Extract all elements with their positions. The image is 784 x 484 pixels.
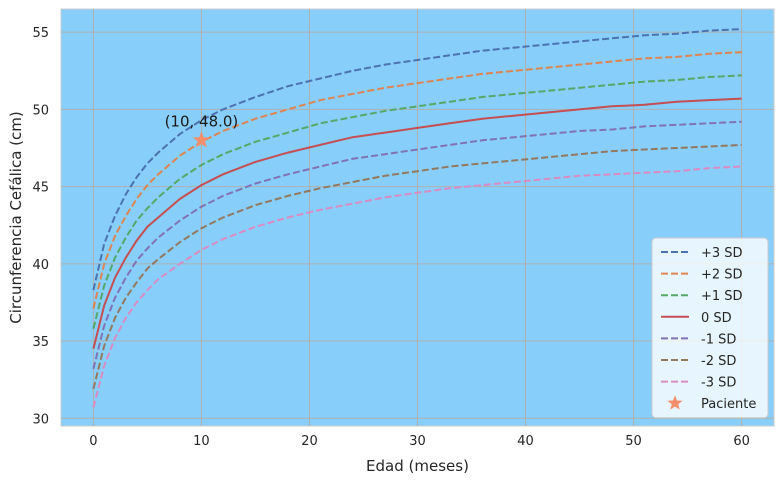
series-lines [92,28,742,408]
legend: +3 SD +2 SD +1 SD 0 SD -1 SD -2 SD -3 SD Pacien… [651,237,769,419]
annotation-label: (10, 48.0) [165,112,239,130]
y-tick-label: 30 [32,412,49,427]
series-line [92,97,742,350]
y-tick-label: 45 [32,181,49,196]
legend-label: -2 SD [701,354,736,369]
x-tick-label: 0 [89,434,97,449]
tick-labels: 0 10 20 30 40 50 60 30 35 40 45 50 55 [32,26,749,449]
legend-label: -1 SD [701,332,736,347]
marker-layer: (10, 48.0) [165,112,239,148]
series-line [92,165,742,408]
legend-label: 0 SD [701,311,732,326]
legend-label: +2 SD [701,268,743,283]
patient-star-marker [192,131,210,148]
series-line [92,120,742,370]
series-line [92,51,742,309]
x-tick-label: 60 [733,434,750,449]
y-tick-label: 35 [32,335,49,350]
y-tick-label: 55 [32,26,49,41]
y-axis-title: Circunferencia Cefálica (cm) [7,111,25,323]
legend-star-icon [667,395,683,410]
x-tick-label: 40 [517,434,534,449]
legend-label: +3 SD [701,246,743,261]
legend-label: -3 SD [701,376,736,391]
series-line [92,28,742,291]
legend-label: Paciente [701,397,756,412]
x-axis-title: Edad (meses) [366,457,469,475]
series-line [92,74,742,329]
x-tick-label: 50 [625,434,642,449]
legend-box [651,237,769,419]
x-tick-label: 20 [301,434,318,449]
legend-label: +1 SD [701,289,743,304]
y-tick-label: 50 [32,103,49,118]
x-tick-label: 30 [409,434,426,449]
y-tick-label: 40 [32,258,49,273]
x-tick-label: 10 [193,434,210,449]
series-line [92,143,742,390]
